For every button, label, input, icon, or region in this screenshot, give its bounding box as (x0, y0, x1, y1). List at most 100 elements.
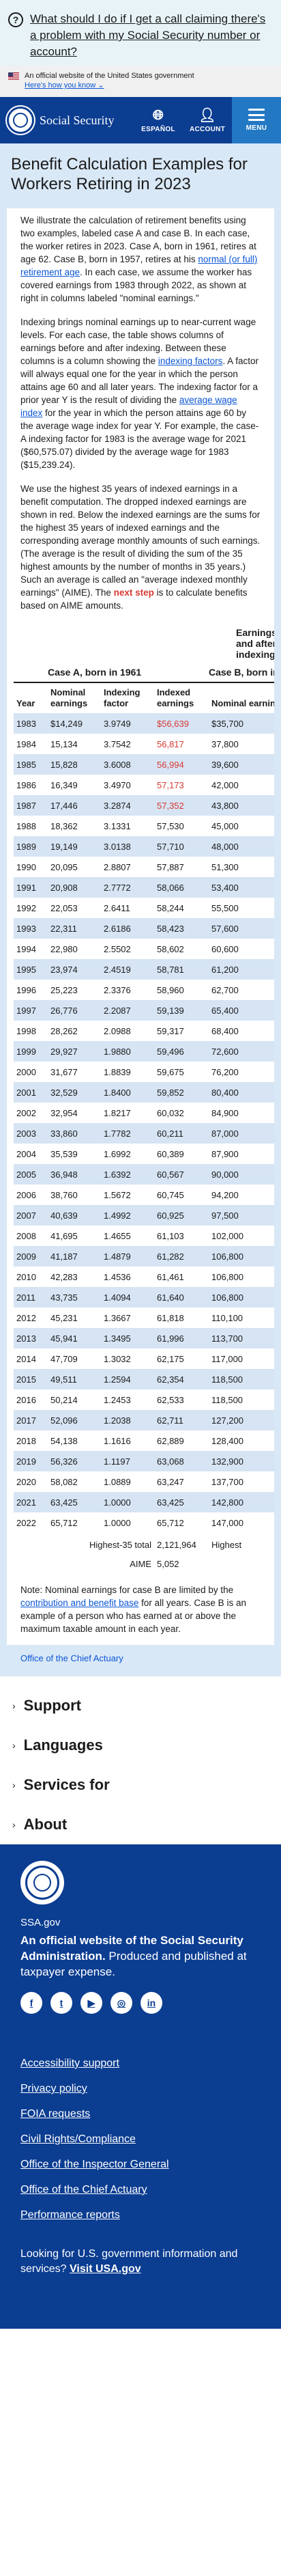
row-nominal: 45,231 (50, 1312, 78, 1323)
globe-icon: 🌐︎ (152, 107, 164, 123)
next-step-link[interactable]: next step (113, 587, 154, 598)
row-nominal-b: 102,000 (211, 1230, 243, 1241)
note-text: Note: Nominal earnings for case B are li… (20, 1585, 234, 1595)
accordion-services-for[interactable]: › Services for (0, 1765, 281, 1805)
row-year: 1993 (14, 918, 48, 939)
menu-button[interactable]: MENU (232, 97, 281, 143)
page-title: Benefit Calculation Examples for Workers… (0, 143, 281, 208)
row-indexed: 57,887 (157, 861, 184, 872)
footer-link-chief-actuary[interactable]: Office of the Chief Actuary (20, 2184, 147, 2196)
row-nominal: 54,138 (50, 1435, 78, 1446)
earnings-table-scroller[interactable]: Earnings before and after indexing Case … (7, 623, 274, 1571)
row-indexed: 60,567 (154, 1164, 209, 1185)
row-factor: 1.2453 (104, 1394, 131, 1405)
account-button[interactable]: 👤︎ ACCOUNT (183, 97, 232, 143)
visit-usa-gov-link[interactable]: Visit USA.gov (70, 2263, 141, 2275)
row-nominal: 33,860 (48, 1123, 101, 1144)
office-bar: Office of the Chief Actuary (7, 1645, 274, 1676)
row-factor: 1.9880 (101, 1041, 154, 1062)
row-year: 2003 (14, 1123, 48, 1144)
row-year: 2021 (14, 1492, 48, 1512)
row-factor: 1.4655 (104, 1230, 131, 1241)
office-chief-actuary-link[interactable]: Office of the Chief Actuary (20, 1653, 123, 1663)
footer-link-civil-rights[interactable]: Civil Rights/Compliance (20, 2133, 136, 2145)
us-flag-icon (8, 72, 19, 80)
ssa-seal-logo[interactable] (7, 107, 34, 134)
row-factor: 1.0000 (101, 1492, 154, 1512)
row-indexed: 56,817 (157, 738, 184, 749)
footer-link-foia[interactable]: FOIA requests (20, 2108, 91, 2120)
row-nominal-b: 127,200 (209, 1410, 274, 1430)
row-indexed: 60,745 (157, 1189, 184, 1200)
row-nominal-b: 48,000 (209, 836, 274, 857)
aime-label: AIME (130, 1558, 151, 1569)
heres-how-you-know-link[interactable]: Here's how you know ⌄ (25, 81, 104, 89)
row-indexed: 61,461 (157, 1271, 184, 1282)
row-nominal-b: 68,400 (211, 1025, 239, 1036)
row-nominal-b: 76,200 (211, 1066, 239, 1077)
row-nominal: 36,948 (48, 1164, 101, 1185)
table-row: 1994 22,980 2.5502 58,602 60,600 (14, 939, 274, 959)
table-row: 2007 40,639 1.4992 60,925 97,500 (14, 1205, 274, 1225)
linkedin-icon[interactable]: in (140, 1992, 162, 2014)
footer-official-bold: An official website of the Social Securi… (20, 1934, 243, 1963)
intro-paragraph-1: We illustrate the calculation of retirem… (20, 214, 261, 305)
row-factor: 1.4879 (101, 1246, 154, 1266)
col-factor-header: Indexing factor (104, 687, 140, 708)
row-nominal-b: 90,000 (209, 1164, 274, 1185)
col-year-header: Year (16, 698, 35, 708)
chevron-right-icon: › (12, 1740, 16, 1751)
instagram-icon[interactable]: ◎ (110, 1992, 132, 2014)
accordion-about[interactable]: › About (0, 1805, 281, 1844)
footer-link-accessibility[interactable]: Accessibility support (20, 2058, 119, 2069)
twitter-icon[interactable]: t (50, 1992, 72, 2014)
row-indexed: 62,533 (157, 1394, 184, 1405)
site-name[interactable]: Social Security (40, 113, 115, 127)
row-factor: 2.5502 (104, 943, 131, 954)
indexing-factors-link[interactable]: indexing factors (158, 356, 223, 366)
row-indexed: 61,640 (154, 1287, 209, 1307)
table-row: 2022 65,712 1.0000 65,712 147,000 (14, 1512, 274, 1533)
table-row: 1993 22,311 2.6186 58,423 57,600 (14, 918, 274, 939)
row-nominal-b: 60,600 (211, 943, 239, 954)
intro-p2-text-mid: . A factor will always equal one for the… (20, 356, 258, 405)
normal-retirement-age-link[interactable]: normal (or full) retirement age (20, 254, 258, 277)
table-row: 2009 41,187 1.4879 61,282 106,800 (14, 1246, 274, 1266)
row-year: 2012 (16, 1312, 36, 1323)
accordion-support[interactable]: › Support (0, 1686, 281, 1726)
row-year: 2007 (14, 1205, 48, 1225)
row-nominal: 63,425 (48, 1492, 101, 1512)
average-wage-index-link[interactable]: average wage index (20, 395, 237, 418)
table-row: 2001 32,529 1.8400 59,852 80,400 (14, 1082, 274, 1103)
footer-link-inspector-general[interactable]: Office of the Inspector General (20, 2159, 169, 2170)
table-row: 2008 41,695 1.4655 61,103 102,000 (14, 1225, 274, 1246)
intro-p2-text: Indexing brings nominal earnings up to n… (20, 317, 256, 366)
youtube-icon[interactable]: ▶ (80, 1992, 102, 2014)
scam-call-help-link[interactable]: What should I do if I get a call claimin… (30, 12, 266, 58)
highest-35-value: 2,121,964 (157, 1539, 196, 1550)
chevron-right-icon: › (12, 1779, 16, 1790)
row-nominal-b: 113,700 (209, 1328, 274, 1348)
row-indexed: 61,282 (154, 1246, 209, 1266)
row-nominal-b: 117,000 (211, 1353, 243, 1364)
col-nominal-b-header: Nominal earnings (211, 698, 274, 708)
table-note-paragraph: Note: Nominal earnings for case B are li… (20, 1583, 261, 1635)
footer-ssa-seal (20, 1861, 64, 1905)
accordion-languages[interactable]: › Languages (0, 1726, 281, 1765)
row-factor: 1.0000 (104, 1517, 131, 1528)
espanol-label: ESPAÑOL (141, 125, 175, 133)
main-content: We illustrate the calculation of retirem… (0, 208, 281, 1676)
accordion-languages-label: Languages (23, 1736, 103, 1754)
row-nominal-b: 57,600 (209, 918, 274, 939)
row-nominal: 31,677 (50, 1066, 78, 1077)
contribution-benefit-base-link[interactable]: contribution and benefit base (20, 1598, 139, 1608)
footer-link-performance[interactable]: Performance reports (20, 2209, 120, 2221)
espanol-button[interactable]: 🌐︎ ESPAÑOL (134, 97, 183, 143)
facebook-icon[interactable]: f (20, 1992, 42, 2014)
row-nominal-b: 72,600 (209, 1041, 274, 1062)
footer-link-privacy[interactable]: Privacy policy (20, 2083, 87, 2094)
row-nominal: 29,927 (48, 1041, 101, 1062)
row-nominal: 40,639 (48, 1205, 101, 1225)
footer-accordions: › Support › Languages › Services for › About (0, 1676, 281, 1844)
row-factor: 1.6392 (101, 1164, 154, 1185)
